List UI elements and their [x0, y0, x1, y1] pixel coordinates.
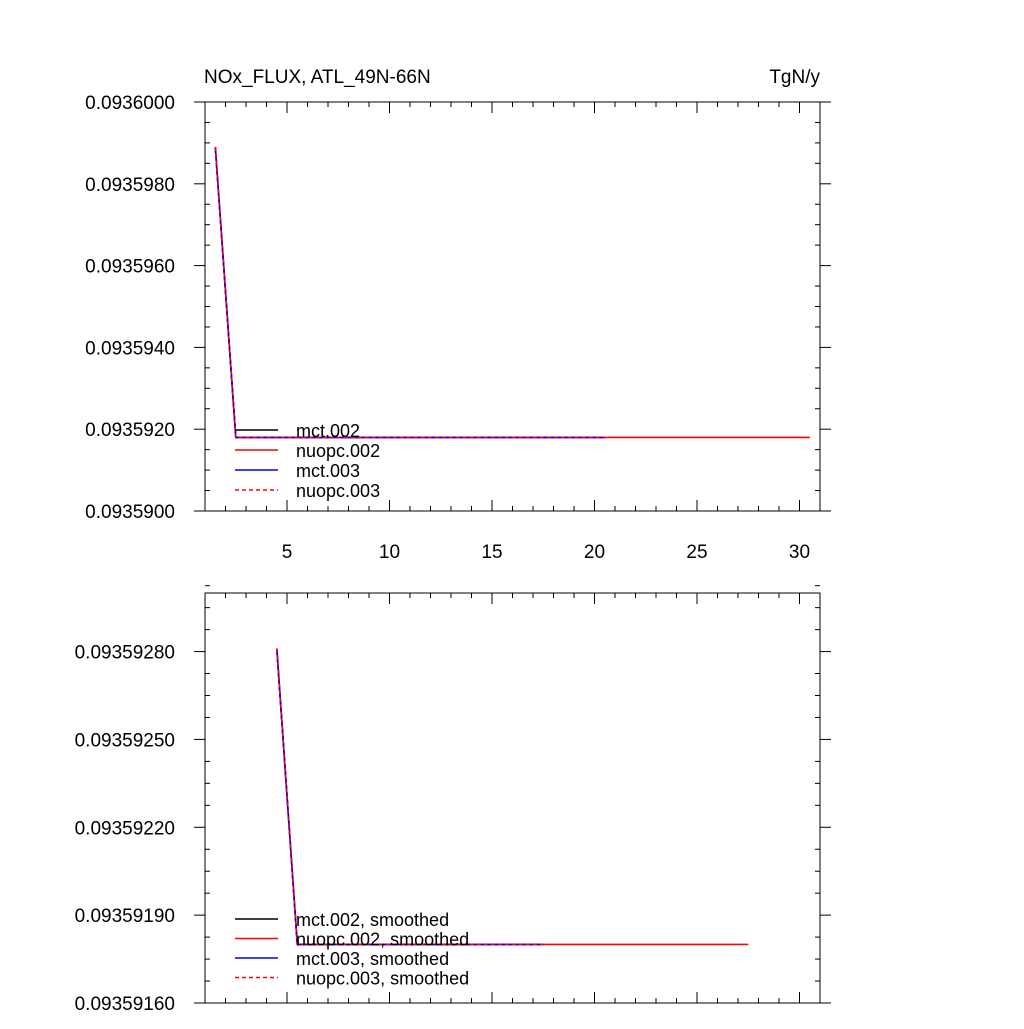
legend-label: mct.002, smoothed [296, 910, 449, 930]
legend-label: nuopc.003, smoothed [296, 969, 469, 989]
y-tick-label: 0.0935900 [85, 502, 175, 523]
chart-title-right: TgN/y [769, 67, 820, 88]
plot-2: 0.09359160 0.09359190 0.09359220 0.09359250… [75, 585, 831, 1015]
y-tick-label: 0.0935960 [85, 257, 175, 278]
plot-1: 5 10 15 20 25 30 0.0935900 0.0935920 0.0935940 0.… [85, 93, 831, 563]
y-tick-label: 0.09359160 [75, 994, 175, 1015]
series-line-nuopc-003 [214, 146, 605, 439]
series-line-nuopc-002-smoothed [276, 648, 749, 946]
y-tick-label: 0.0935980 [85, 175, 175, 196]
x-tick-label: 15 [481, 542, 502, 563]
y-tick-label: 0.0935940 [85, 338, 175, 359]
x-tick-label: 25 [686, 542, 707, 563]
y-tick-label: 0.0935920 [85, 420, 175, 441]
y-tick-label: 0.0936000 [85, 93, 175, 114]
x-tick-label: 5 [282, 542, 293, 563]
legend-label: nuopc.002 [296, 441, 380, 461]
y-tick-label: 0.09359280 [75, 643, 175, 664]
y-tick-label: 0.09359250 [75, 730, 175, 751]
legend-label: nuopc.003 [296, 481, 380, 501]
series-line-mct-003-smoothed [276, 648, 544, 946]
x-tick-label: 10 [379, 542, 400, 563]
x-tick-label: 30 [789, 542, 810, 563]
series-line-mct-002 [214, 146, 605, 439]
series-line-nuopc-002 [214, 146, 810, 439]
series-line-mct-002-smoothed [276, 648, 544, 946]
series-line-nuopc-003-smoothed [276, 648, 544, 946]
series-line-mct-003 [214, 146, 605, 439]
chart-title-left: NOx_FLUX, ATL_49N-66N [204, 67, 431, 88]
legend-label: nuopc.002, smoothed [296, 930, 469, 950]
legend-label: mct.002 [296, 421, 360, 441]
x-tick-label: 20 [584, 542, 605, 563]
legend-label: mct.003, smoothed [296, 949, 449, 969]
legend-label: mct.003 [296, 461, 360, 481]
y-tick-label: 0.09359190 [75, 906, 175, 927]
y-tick-label: 0.09359220 [75, 818, 175, 839]
